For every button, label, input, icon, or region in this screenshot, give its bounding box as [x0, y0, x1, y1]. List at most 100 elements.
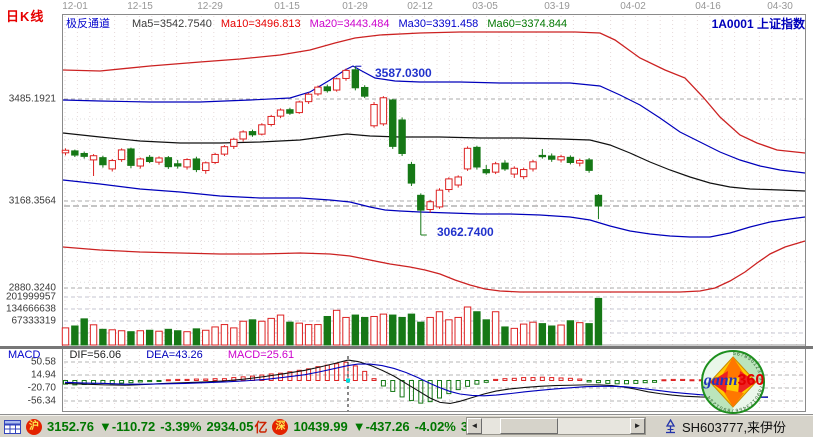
candle-body [407, 163, 416, 184]
scrollbar-track[interactable] [482, 418, 630, 434]
candle-body [174, 163, 182, 167]
macd-hist-bar [390, 380, 396, 392]
macd-hist-bar [567, 377, 573, 381]
price-tick: 3168.3564 [8, 195, 56, 207]
dif-line [64, 359, 769, 405]
channel-lower-blue [62, 179, 806, 238]
volume-bar [295, 322, 303, 346]
macd-hist-bar [502, 378, 508, 381]
volume-bar [155, 330, 163, 346]
stock-signal-icon [665, 419, 676, 434]
macd-hist-bar [427, 380, 433, 403]
gann360-wordmark: gann360 [703, 372, 765, 389]
volume-bar [183, 331, 191, 346]
date-tick: 12-15 [127, 1, 153, 12]
candle-body [454, 176, 462, 186]
volume-bar [351, 314, 360, 346]
high-price-annotation: 3587.0300 [375, 66, 432, 80]
candle-body [127, 148, 135, 166]
sh-index-price: 3152.76 [47, 419, 94, 434]
volume-bar [99, 328, 107, 346]
candle-body [594, 194, 603, 207]
candle-body [136, 158, 145, 167]
candle-body [361, 86, 369, 97]
shanghai-badge[interactable]: 沪 [26, 418, 42, 435]
candle-body [482, 169, 490, 174]
scroll-right-button[interactable]: ► [630, 418, 645, 434]
volume-bar [127, 331, 135, 346]
dif-value: DIF=56.06 [69, 349, 122, 361]
grid-view-icon[interactable] [4, 419, 21, 434]
candle-body [276, 109, 285, 117]
volume-bar [435, 311, 444, 346]
volume-bar [473, 311, 481, 346]
horizontal-scrollbar[interactable]: ◄ ► [466, 417, 646, 435]
macd-hist-bar [184, 378, 190, 382]
index-quotes: 沪 3152.76 ▼-110.72 -3.39% 2934.05 亿 深 10… [4, 417, 493, 436]
candle-body [332, 78, 341, 91]
macd-hist-bar [558, 377, 564, 382]
candle-body [435, 189, 444, 208]
volume-bar [239, 320, 247, 346]
volume-bar [557, 324, 565, 346]
macd-hist-bar [119, 380, 125, 384]
ma-values: Ma5=3542.7540 Ma10=3496.813 Ma20=3443.484 M… [132, 18, 576, 30]
candle-body [370, 104, 378, 127]
macd-hist-bar [605, 380, 611, 384]
macd-hist-bar [371, 378, 377, 381]
channel-indicator-label[interactable]: 极反通道 [66, 18, 110, 30]
macd-hist-bar [577, 378, 583, 382]
macd-hist-bar [680, 378, 686, 382]
volume-bar [445, 319, 453, 346]
macd-hist-bar [521, 377, 527, 382]
macd-hist-bar [633, 380, 639, 384]
macd-hist-bar [156, 380, 162, 382]
macd-hist-bar [278, 372, 284, 382]
status-bar: 沪 3152.76 ▼-110.72 -3.39% 2934.05 亿 深 10… [0, 414, 813, 437]
macd-hist-bar [661, 379, 667, 382]
macd-hist-bar [455, 380, 461, 391]
scroll-left-button[interactable]: ◄ [467, 418, 482, 434]
candle-body [164, 157, 173, 168]
macd-hist-bar [408, 380, 414, 402]
volume-bar [342, 316, 350, 346]
candle-body [202, 162, 210, 172]
macd-hist-bar [624, 380, 629, 385]
chart-canvas[interactable] [0, 0, 813, 413]
current-stock[interactable]: SH603777,来伊份 [664, 417, 786, 436]
macd-pane-title[interactable]: MACD [8, 349, 41, 361]
volume-bar [89, 324, 98, 346]
turnover-unit: 亿 [254, 420, 268, 435]
macd-hist-bar [530, 377, 536, 382]
macd-hist-bar [446, 380, 452, 395]
volume-bar [136, 330, 145, 346]
candle-body [248, 131, 257, 136]
volume-bar [491, 311, 500, 346]
macd-hist-bar [203, 378, 209, 382]
sz-index-pct: -4.02% [414, 419, 456, 434]
candle-body [529, 161, 537, 170]
dea-value: DEA=43.26 [146, 349, 203, 361]
scrollbar-thumb[interactable] [500, 418, 558, 434]
volume-bar [370, 315, 378, 346]
sz-index-change: ▼-437.26 [352, 419, 410, 434]
candle-body [473, 146, 481, 168]
volume-tick: 201999957 [5, 291, 56, 303]
volume-tick: 67333319 [11, 315, 57, 327]
volume-bar [80, 318, 88, 346]
shenzhen-badge[interactable]: 深 [272, 418, 289, 435]
chart-type-label: 日K线 [6, 9, 45, 24]
candle-body [557, 156, 565, 161]
candle-body [585, 159, 593, 171]
macd-hist-bar [175, 378, 181, 382]
macd-hist-bar [511, 377, 517, 381]
candle-body [145, 156, 154, 163]
macd-hist-bar [137, 380, 143, 383]
macd-hist-bar [549, 377, 555, 382]
macd-hist-bar [437, 380, 442, 399]
macd-hist-bar [212, 378, 218, 381]
candle-body [89, 155, 98, 161]
candle-body [99, 157, 107, 166]
volume-bar [454, 316, 462, 346]
